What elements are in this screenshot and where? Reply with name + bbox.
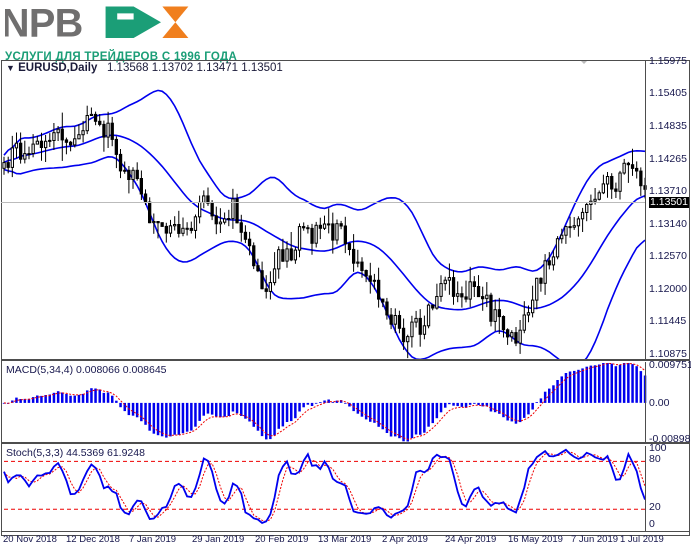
svg-text:NPB: NPB — [5, 2, 83, 46]
